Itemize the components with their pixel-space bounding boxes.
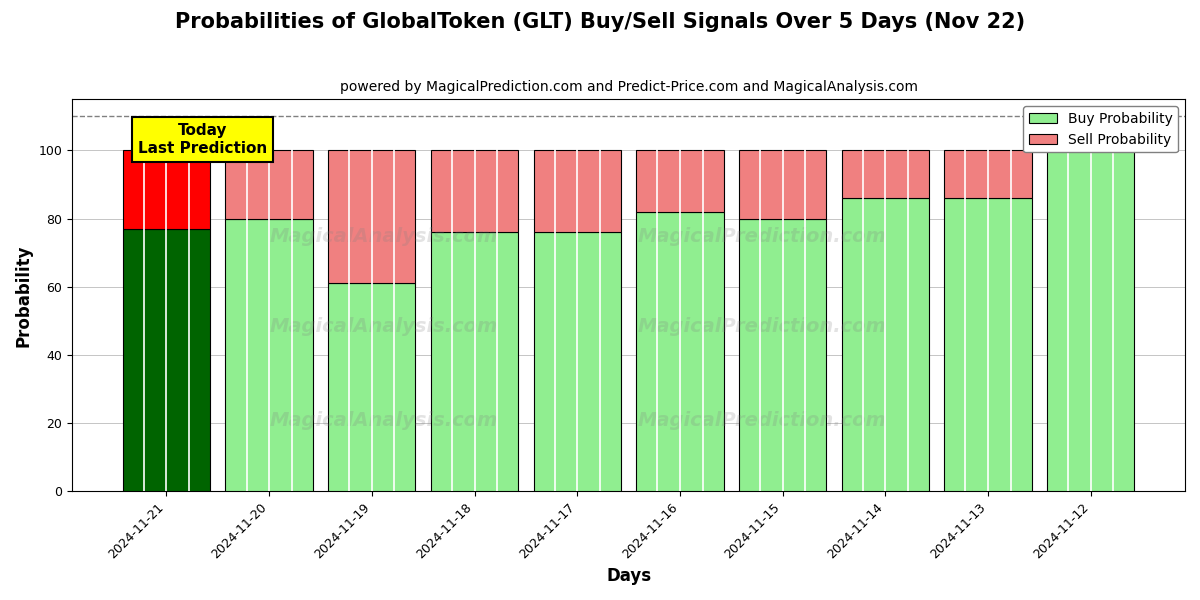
Bar — [431, 232, 518, 491]
Title: powered by MagicalPrediction.com and Predict-Price.com and MagicalAnalysis.com: powered by MagicalPrediction.com and Pre… — [340, 80, 918, 94]
Text: MagicalAnalysis.com: MagicalAnalysis.com — [270, 227, 498, 246]
Text: MagicalAnalysis.com: MagicalAnalysis.com — [270, 412, 498, 430]
Bar — [1048, 151, 1134, 491]
Bar — [534, 151, 620, 232]
Legend: Buy Probability, Sell Probability: Buy Probability, Sell Probability — [1024, 106, 1178, 152]
Text: MagicalPrediction.com: MagicalPrediction.com — [637, 317, 887, 336]
Bar — [944, 151, 1032, 198]
Bar — [328, 283, 415, 491]
Bar — [636, 151, 724, 212]
Text: Today
Last Prediction: Today Last Prediction — [138, 123, 266, 155]
Bar — [739, 151, 827, 218]
Bar — [636, 212, 724, 491]
Bar — [534, 232, 620, 491]
Bar — [841, 198, 929, 491]
Text: MagicalPrediction.com: MagicalPrediction.com — [637, 412, 887, 430]
Y-axis label: Probability: Probability — [16, 244, 34, 347]
Bar — [944, 198, 1032, 491]
Text: MagicalAnalysis.com: MagicalAnalysis.com — [270, 317, 498, 336]
Bar — [431, 151, 518, 232]
Bar — [841, 151, 929, 198]
Text: Probabilities of GlobalToken (GLT) Buy/Sell Signals Over 5 Days (Nov 22): Probabilities of GlobalToken (GLT) Buy/S… — [175, 12, 1025, 32]
Bar — [122, 151, 210, 229]
Text: MagicalPrediction.com: MagicalPrediction.com — [637, 227, 887, 246]
Bar — [122, 229, 210, 491]
Bar — [226, 151, 313, 218]
X-axis label: Days: Days — [606, 567, 652, 585]
Bar — [226, 218, 313, 491]
Bar — [328, 151, 415, 283]
Bar — [739, 218, 827, 491]
